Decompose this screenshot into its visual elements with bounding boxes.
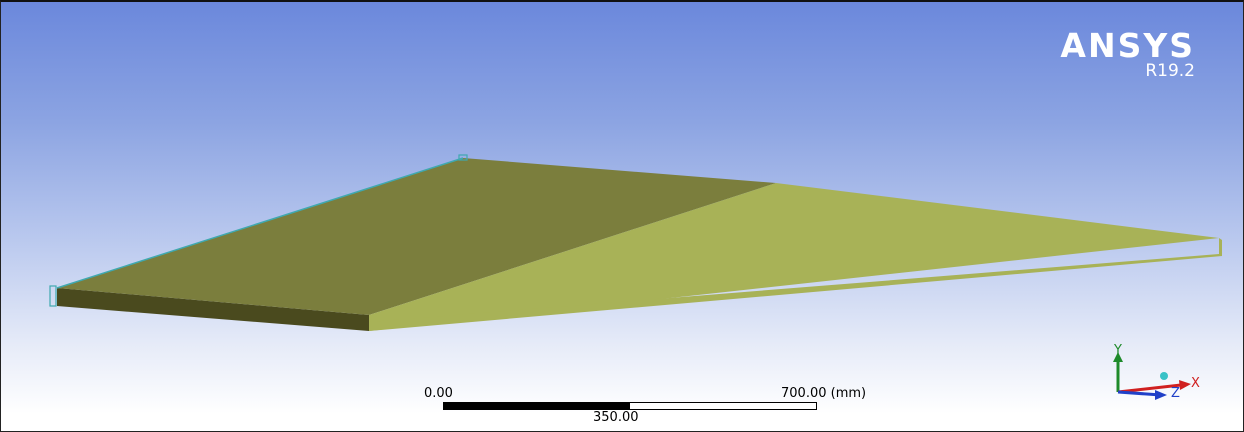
top-face-right[interactable] (369, 183, 1219, 331)
y-axis-arrow (1113, 352, 1123, 362)
end-face[interactable] (369, 238, 1222, 331)
y-axis-label: Y (1113, 343, 1122, 358)
ansys-logo: ANSYS R19.2 (1060, 26, 1195, 81)
z-axis-label: Z (1171, 386, 1180, 401)
z-axis-line (1117, 390, 1162, 397)
x-axis-line (1117, 383, 1182, 394)
top-face-left[interactable] (57, 158, 776, 315)
brand-version: R19.2 (1145, 61, 1195, 81)
x-axis-arrow (1179, 380, 1191, 390)
x-axis-label: X (1191, 376, 1200, 391)
coordinate-triad[interactable]: Y X Z (1113, 343, 1200, 401)
triad-sphere-icon (1160, 372, 1168, 380)
front-face[interactable] (57, 288, 369, 331)
edge-marker-top (458, 154, 468, 161)
selected-edge[interactable] (56, 157, 464, 289)
brand-name: ANSYS (1060, 26, 1195, 65)
z-axis-arrow (1155, 390, 1167, 400)
edge-marker-left (49, 285, 57, 307)
